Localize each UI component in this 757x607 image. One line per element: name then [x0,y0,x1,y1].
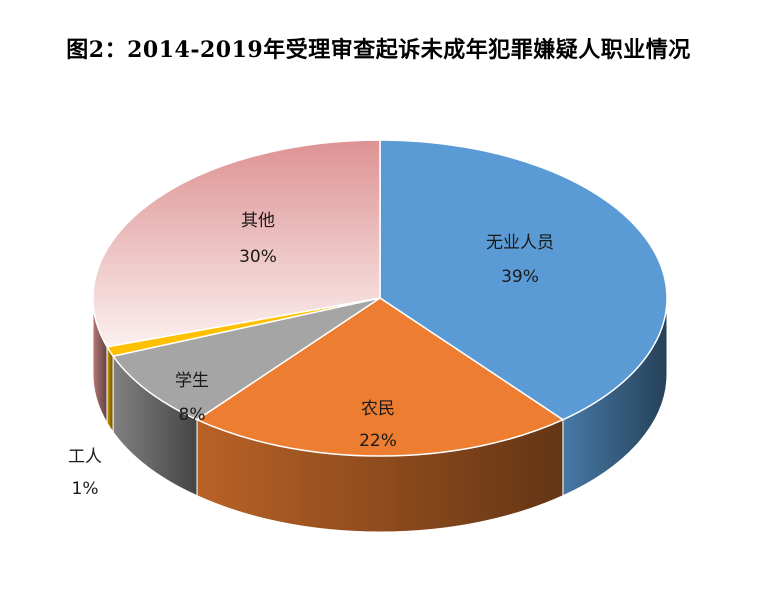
slice-其他-top [92,139,381,348]
slice-工人-side [106,344,114,434]
slice-农民-label: 农民 [361,399,395,419]
chart-title: 图2：2014-2019年受理审查起诉未成年犯罪嫌疑人职业情况 [66,37,691,63]
slice-农民-top [195,297,565,457]
slice-工人-percent: 1% [72,479,99,499]
slice-农民-percent: 22% [359,431,397,451]
slice-其他-percent: 30% [239,247,277,267]
slice-学生-label: 学生 [175,371,209,391]
slice-无业人员-label: 无业人员 [486,233,554,253]
slice-工人-label: 工人 [68,447,102,467]
slice-其他-label: 其他 [241,211,275,231]
slice-无业人员-percent: 39% [501,267,539,287]
slice-学生-percent: 8% [179,405,206,425]
slice-无业人员-top [379,139,668,421]
slice-学生-top [111,297,381,421]
